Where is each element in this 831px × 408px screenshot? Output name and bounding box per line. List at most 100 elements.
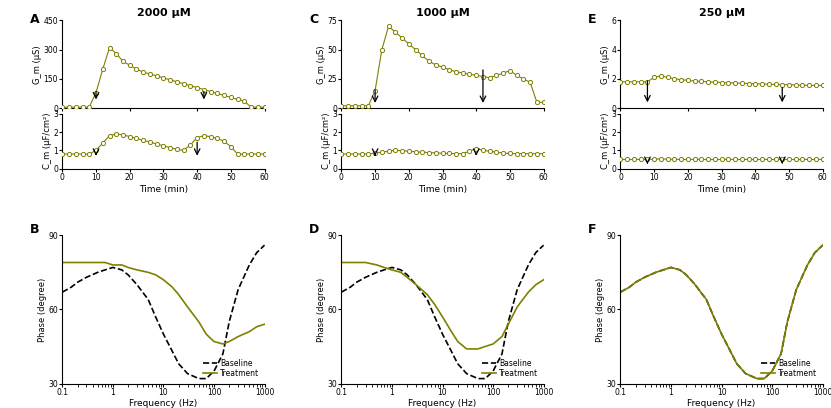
Baseline: [512, 287, 522, 292]
Treatment: [411, 282, 421, 287]
Y-axis label: C_m (μF/cm²): C_m (μF/cm²): [322, 113, 331, 169]
Baseline: [387, 265, 397, 270]
Line: Baseline: Baseline: [342, 245, 543, 379]
Baseline: [782, 319, 792, 324]
Baseline: [117, 267, 127, 272]
X-axis label: Time (min): Time (min): [697, 184, 746, 193]
Text: D: D: [309, 224, 319, 237]
Baseline: [150, 315, 160, 319]
Treatment: [752, 376, 762, 381]
Baseline: [631, 280, 641, 285]
Treatment: [767, 369, 777, 374]
Baseline: [402, 273, 412, 277]
Title: 1000 μM: 1000 μM: [416, 8, 470, 18]
Baseline: [259, 243, 269, 248]
Line: Treatment: Treatment: [62, 262, 264, 344]
Text: C: C: [309, 13, 318, 27]
Treatment: [259, 322, 269, 327]
Y-axis label: C_m (μF/cm²): C_m (μF/cm²): [43, 113, 52, 169]
Line: Baseline: Baseline: [62, 245, 264, 379]
Baseline: [143, 297, 153, 302]
Treatment: [100, 260, 110, 265]
Treatment: [446, 329, 456, 334]
Treatment: [732, 361, 742, 366]
Y-axis label: G_m (μS): G_m (μS): [33, 45, 42, 84]
Treatment: [57, 260, 67, 265]
Treatment: [150, 273, 160, 277]
Treatment: [396, 270, 406, 275]
Treatment: [132, 267, 142, 272]
Baseline: [411, 282, 421, 287]
Y-axis label: Phase (degree): Phase (degree): [596, 277, 605, 341]
Text: E: E: [588, 13, 597, 27]
Treatment: [675, 267, 685, 272]
Treatment: [422, 292, 432, 297]
Treatment: [531, 282, 541, 287]
Treatment: [252, 324, 262, 329]
Treatment: [387, 267, 397, 272]
Baseline: [666, 265, 676, 270]
Treatment: [538, 277, 548, 282]
Baseline: [174, 361, 184, 366]
Baseline: [725, 349, 735, 354]
Legend: Baseline, Treatment: Baseline, Treatment: [202, 357, 261, 380]
Treatment: [123, 265, 133, 270]
Treatment: [701, 297, 711, 302]
Baseline: [430, 315, 440, 319]
Treatment: [143, 270, 153, 275]
Baseline: [66, 285, 76, 290]
Treatment: [117, 262, 127, 267]
Baseline: [760, 376, 770, 381]
Baseline: [538, 243, 548, 248]
Treatment: [776, 351, 786, 356]
Line: Treatment: Treatment: [621, 245, 823, 379]
Baseline: [224, 319, 234, 324]
Treatment: [462, 346, 472, 351]
Baseline: [108, 265, 118, 270]
Baseline: [716, 332, 726, 337]
Baseline: [504, 319, 514, 324]
Baseline: [651, 270, 661, 275]
Treatment: [346, 260, 356, 265]
Baseline: [818, 243, 828, 248]
Treatment: [93, 260, 103, 265]
Treatment: [167, 285, 177, 290]
Baseline: [767, 369, 777, 374]
Treatment: [666, 265, 676, 270]
Treatment: [66, 260, 76, 265]
Treatment: [616, 290, 626, 295]
Treatment: [480, 344, 490, 349]
Treatment: [725, 349, 735, 354]
Text: F: F: [588, 224, 597, 237]
X-axis label: Time (min): Time (min): [139, 184, 188, 193]
Treatment: [234, 334, 243, 339]
Treatment: [159, 277, 169, 282]
Text: B: B: [30, 224, 39, 237]
Baseline: [462, 371, 472, 376]
Baseline: [640, 275, 650, 280]
Treatment: [430, 302, 440, 307]
Y-axis label: Phase (degree): Phase (degree): [38, 277, 47, 341]
Baseline: [244, 262, 254, 267]
Treatment: [437, 315, 447, 319]
Baseline: [361, 275, 371, 280]
Treatment: [209, 339, 219, 344]
Baseline: [72, 280, 82, 285]
Line: Treatment: Treatment: [342, 262, 543, 349]
Treatment: [512, 304, 522, 309]
Treatment: [691, 282, 701, 287]
Treatment: [818, 243, 828, 248]
Baseline: [100, 267, 110, 272]
Treatment: [352, 260, 361, 265]
X-axis label: Time (min): Time (min): [418, 184, 467, 193]
Y-axis label: C_m (μF/cm²): C_m (μF/cm²): [601, 113, 610, 169]
Baseline: [159, 332, 169, 337]
Baseline: [791, 287, 801, 292]
Title: 250 μM: 250 μM: [699, 8, 745, 18]
Text: A: A: [30, 13, 40, 27]
Legend: Baseline, Treatment: Baseline, Treatment: [481, 357, 540, 380]
Baseline: [776, 351, 786, 356]
Baseline: [752, 376, 762, 381]
Baseline: [616, 290, 626, 295]
Treatment: [108, 262, 118, 267]
